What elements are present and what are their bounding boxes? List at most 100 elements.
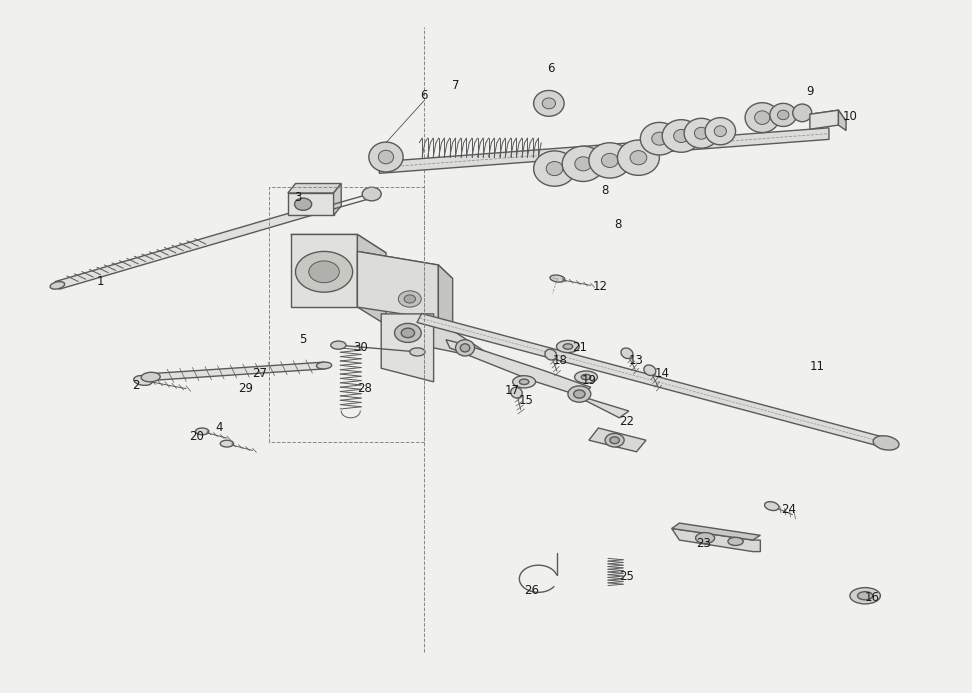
Polygon shape [810,110,846,125]
Polygon shape [358,234,386,325]
Text: 21: 21 [572,342,587,354]
Ellipse shape [873,436,899,450]
Ellipse shape [363,187,381,201]
Ellipse shape [573,390,585,398]
Ellipse shape [746,103,780,132]
Ellipse shape [519,379,529,385]
Polygon shape [417,313,888,448]
Text: 20: 20 [189,430,204,443]
Polygon shape [672,523,760,540]
Ellipse shape [602,153,618,168]
Ellipse shape [51,281,64,289]
Polygon shape [839,110,846,130]
Ellipse shape [134,376,153,385]
Polygon shape [358,252,453,279]
Ellipse shape [562,146,605,182]
Polygon shape [358,252,438,319]
Ellipse shape [550,275,565,282]
Text: 14: 14 [655,367,670,380]
Ellipse shape [684,119,718,148]
Polygon shape [381,314,501,362]
Polygon shape [446,340,629,418]
Ellipse shape [641,123,678,155]
Text: 13: 13 [629,353,643,367]
Polygon shape [288,184,341,193]
Ellipse shape [368,142,403,172]
Text: 8: 8 [613,218,621,231]
Polygon shape [151,362,325,380]
Text: 25: 25 [619,570,635,583]
Polygon shape [381,314,434,382]
Ellipse shape [510,387,522,398]
Polygon shape [438,265,453,334]
Ellipse shape [630,150,646,165]
Ellipse shape [674,130,689,143]
Text: 16: 16 [864,591,880,604]
Ellipse shape [728,537,744,545]
Polygon shape [288,193,333,216]
Polygon shape [55,207,315,289]
Polygon shape [672,529,760,552]
Text: 26: 26 [524,584,539,597]
Text: 4: 4 [216,421,223,435]
Ellipse shape [461,344,469,352]
Ellipse shape [765,502,779,511]
Ellipse shape [574,157,592,171]
Ellipse shape [456,340,474,356]
Ellipse shape [195,428,209,435]
Ellipse shape [643,365,656,376]
Ellipse shape [696,533,714,543]
Text: 17: 17 [505,384,520,397]
Ellipse shape [141,372,160,382]
Ellipse shape [309,261,339,283]
Ellipse shape [534,91,564,116]
Text: 5: 5 [299,333,307,346]
Polygon shape [589,428,646,452]
Text: 6: 6 [420,89,428,102]
Text: 18: 18 [553,353,568,367]
Polygon shape [291,234,386,253]
Ellipse shape [609,437,619,444]
Text: 1: 1 [96,276,104,288]
Text: 27: 27 [252,367,266,380]
Ellipse shape [714,126,726,137]
Ellipse shape [850,588,881,604]
Text: 8: 8 [602,184,608,197]
Ellipse shape [574,371,598,383]
Ellipse shape [662,120,700,152]
Polygon shape [333,184,341,216]
Text: 23: 23 [696,537,711,550]
Ellipse shape [378,150,394,164]
Text: 11: 11 [810,360,825,374]
Ellipse shape [295,252,353,292]
Ellipse shape [545,349,557,360]
Ellipse shape [542,98,556,109]
Ellipse shape [705,118,736,145]
Ellipse shape [563,344,573,349]
Text: 22: 22 [619,414,635,428]
Ellipse shape [754,111,770,125]
Text: 10: 10 [843,110,857,123]
Text: 19: 19 [581,374,597,387]
Text: 9: 9 [806,85,814,98]
Ellipse shape [605,433,624,447]
Ellipse shape [546,161,563,175]
Ellipse shape [395,324,421,342]
Ellipse shape [401,328,414,337]
Ellipse shape [557,340,579,353]
Text: 3: 3 [294,191,301,204]
Ellipse shape [534,151,575,186]
Ellipse shape [581,374,591,380]
Polygon shape [291,234,358,307]
Ellipse shape [568,386,591,402]
Ellipse shape [399,291,421,307]
Ellipse shape [793,104,812,122]
Ellipse shape [512,376,536,388]
Text: 24: 24 [781,503,796,516]
Ellipse shape [694,128,709,139]
Ellipse shape [778,110,789,120]
Ellipse shape [857,592,873,600]
Text: 12: 12 [593,280,608,293]
Polygon shape [379,128,829,173]
Text: 7: 7 [452,78,459,91]
